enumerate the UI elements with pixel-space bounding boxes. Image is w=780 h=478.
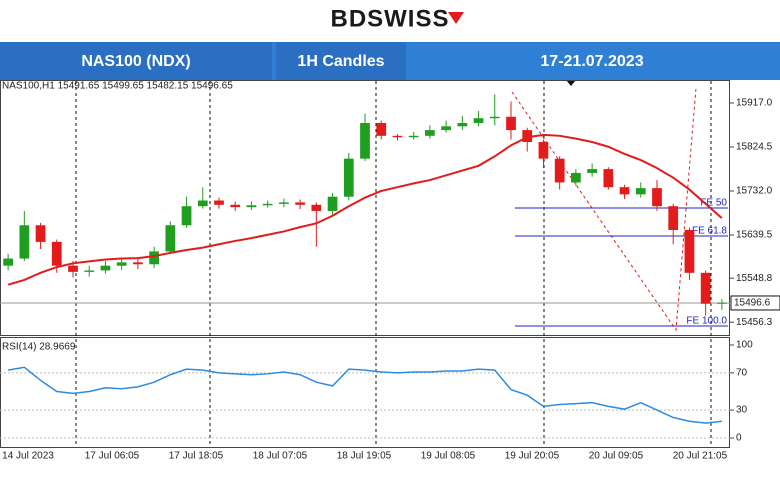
x-tick-label: 18 Jul 19:05 [337, 451, 392, 462]
candle-body [343, 158, 354, 197]
marker [566, 80, 576, 86]
y-tick-label: 15639.5 [736, 230, 773, 241]
candle-body [214, 200, 224, 205]
candle-body [149, 251, 159, 265]
candle-body [295, 202, 305, 205]
candle-body [587, 169, 597, 173]
x-tick-label: 20 Jul 09:05 [589, 451, 644, 462]
fib-label: FE 50 [700, 198, 727, 209]
fib-projection [511, 87, 697, 332]
last-price-box [730, 295, 780, 311]
x-tick-label: 14 Jul 2023 [2, 451, 54, 462]
candle-body [425, 130, 435, 136]
y-tick-label: 15732.0 [736, 186, 773, 197]
candle-body [538, 141, 549, 159]
y-tick-label: 30 [736, 405, 748, 416]
candle-body [619, 187, 630, 195]
candle-body [19, 225, 30, 259]
candle-body [635, 188, 646, 195]
candle-body [700, 272, 711, 304]
x-tick-label: 19 Jul 20:05 [505, 451, 560, 462]
y-tick-label: 15456.3 [736, 317, 773, 328]
candle-body [327, 196, 338, 211]
x-tick-label: 17 Jul 06:05 [85, 451, 140, 462]
header-cell [276, 42, 406, 80]
candle-body [376, 122, 387, 136]
candle-body [392, 135, 403, 138]
candle-body [230, 204, 241, 208]
candle-body [311, 204, 322, 211]
candle-body [506, 116, 516, 131]
rsi-line [7, 366, 722, 424]
y-tick-label: 70 [736, 368, 748, 379]
x-tick-label: 17 Jul 18:05 [169, 451, 224, 462]
header-cell [0, 42, 272, 80]
candle-body [668, 206, 679, 231]
candle-body [554, 158, 565, 183]
timeframe: 1H Candles [297, 53, 384, 70]
last-price-label: 15496.6 [734, 298, 771, 309]
x-tick-label: 20 Jul 21:05 [673, 451, 728, 462]
dates: 17-21.07.2023 [540, 53, 643, 70]
candle-body [165, 225, 176, 252]
y-tick-label: 15548.8 [736, 273, 773, 284]
candle-body [717, 302, 727, 304]
x-tick-label: 18 Jul 07:05 [253, 451, 308, 462]
x-tick-label: 19 Jul 08:05 [421, 451, 476, 462]
candle-body [652, 188, 662, 207]
candle-body [100, 265, 111, 271]
candle-body [279, 202, 289, 204]
candle-body [360, 122, 370, 159]
candle-body [35, 225, 46, 242]
candle-body [246, 205, 257, 208]
y-tick-label: 0 [736, 433, 742, 444]
candle-body [68, 265, 78, 272]
logo-mark [448, 12, 464, 24]
candle-body [84, 270, 95, 272]
rsi-title: RSI(14) 28.9669 [2, 342, 76, 353]
logo: BDSWISS [330, 5, 449, 32]
instrument: NAS100 (NDX) [81, 53, 190, 70]
candle-body [51, 241, 62, 266]
candle-body [133, 262, 143, 265]
candle-body [262, 203, 273, 206]
candle-body [3, 258, 13, 266]
candle-body [522, 130, 533, 142]
fib-label: FE 61.8 [692, 226, 727, 237]
y-tick-label: 15917.0 [736, 98, 773, 109]
moving-average [7, 133, 723, 286]
candle-body [603, 169, 614, 188]
candle-body [197, 200, 208, 207]
candle-body [116, 262, 127, 266]
candle-body [684, 230, 695, 273]
fib-label: FE 100.0 [686, 316, 727, 327]
main-frame [0, 80, 730, 336]
y-tick-label: 15824.5 [736, 142, 773, 153]
rsi-frame [0, 337, 730, 448]
candle-body [441, 126, 451, 131]
candle-body [457, 122, 468, 127]
candle-body [489, 116, 500, 119]
candle-body [571, 172, 581, 183]
candle-body [473, 118, 484, 123]
y-tick-label: 100 [736, 340, 753, 351]
candle-body [181, 206, 192, 226]
symbol-info: NAS100,H1 15491.65 15499.65 15482.15 154… [2, 81, 233, 92]
candle-body [408, 135, 419, 138]
